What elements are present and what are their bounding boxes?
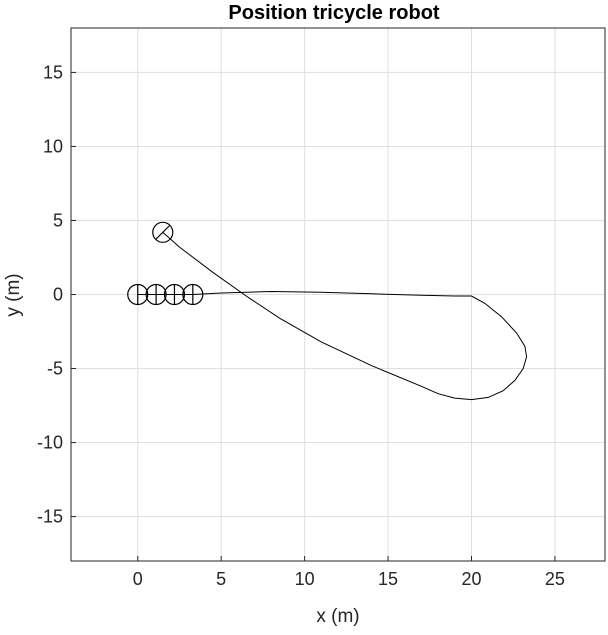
robot-pose-marker: [152, 221, 174, 243]
x-tick-label: 5: [216, 569, 226, 589]
robot-pose-marker: [145, 283, 167, 306]
y-tick-label: 15: [43, 62, 63, 82]
robot-pose-marker: [182, 283, 204, 306]
x-tick-label: 20: [461, 569, 481, 589]
y-tick-label: -15: [37, 507, 63, 527]
x-tick-label: 25: [545, 569, 565, 589]
robot-pose-marker: [163, 283, 186, 306]
chart-title: Position tricycle robot: [228, 2, 439, 24]
x-tick-label: 15: [378, 569, 398, 589]
y-tick-label: -5: [47, 359, 63, 379]
y-tick-label: -10: [37, 433, 63, 453]
x-tick-label: 10: [295, 569, 315, 589]
robot-pose-marker: [127, 283, 149, 306]
y-tick-label: 10: [43, 136, 63, 156]
x-axis-label: x (m): [316, 606, 359, 627]
x-tick-label: 0: [133, 569, 143, 589]
y-axis-label: y (m): [3, 273, 24, 316]
y-tick-label: 5: [53, 210, 63, 230]
y-tick-label: 0: [53, 285, 63, 305]
trajectory-line: [137, 231, 528, 401]
